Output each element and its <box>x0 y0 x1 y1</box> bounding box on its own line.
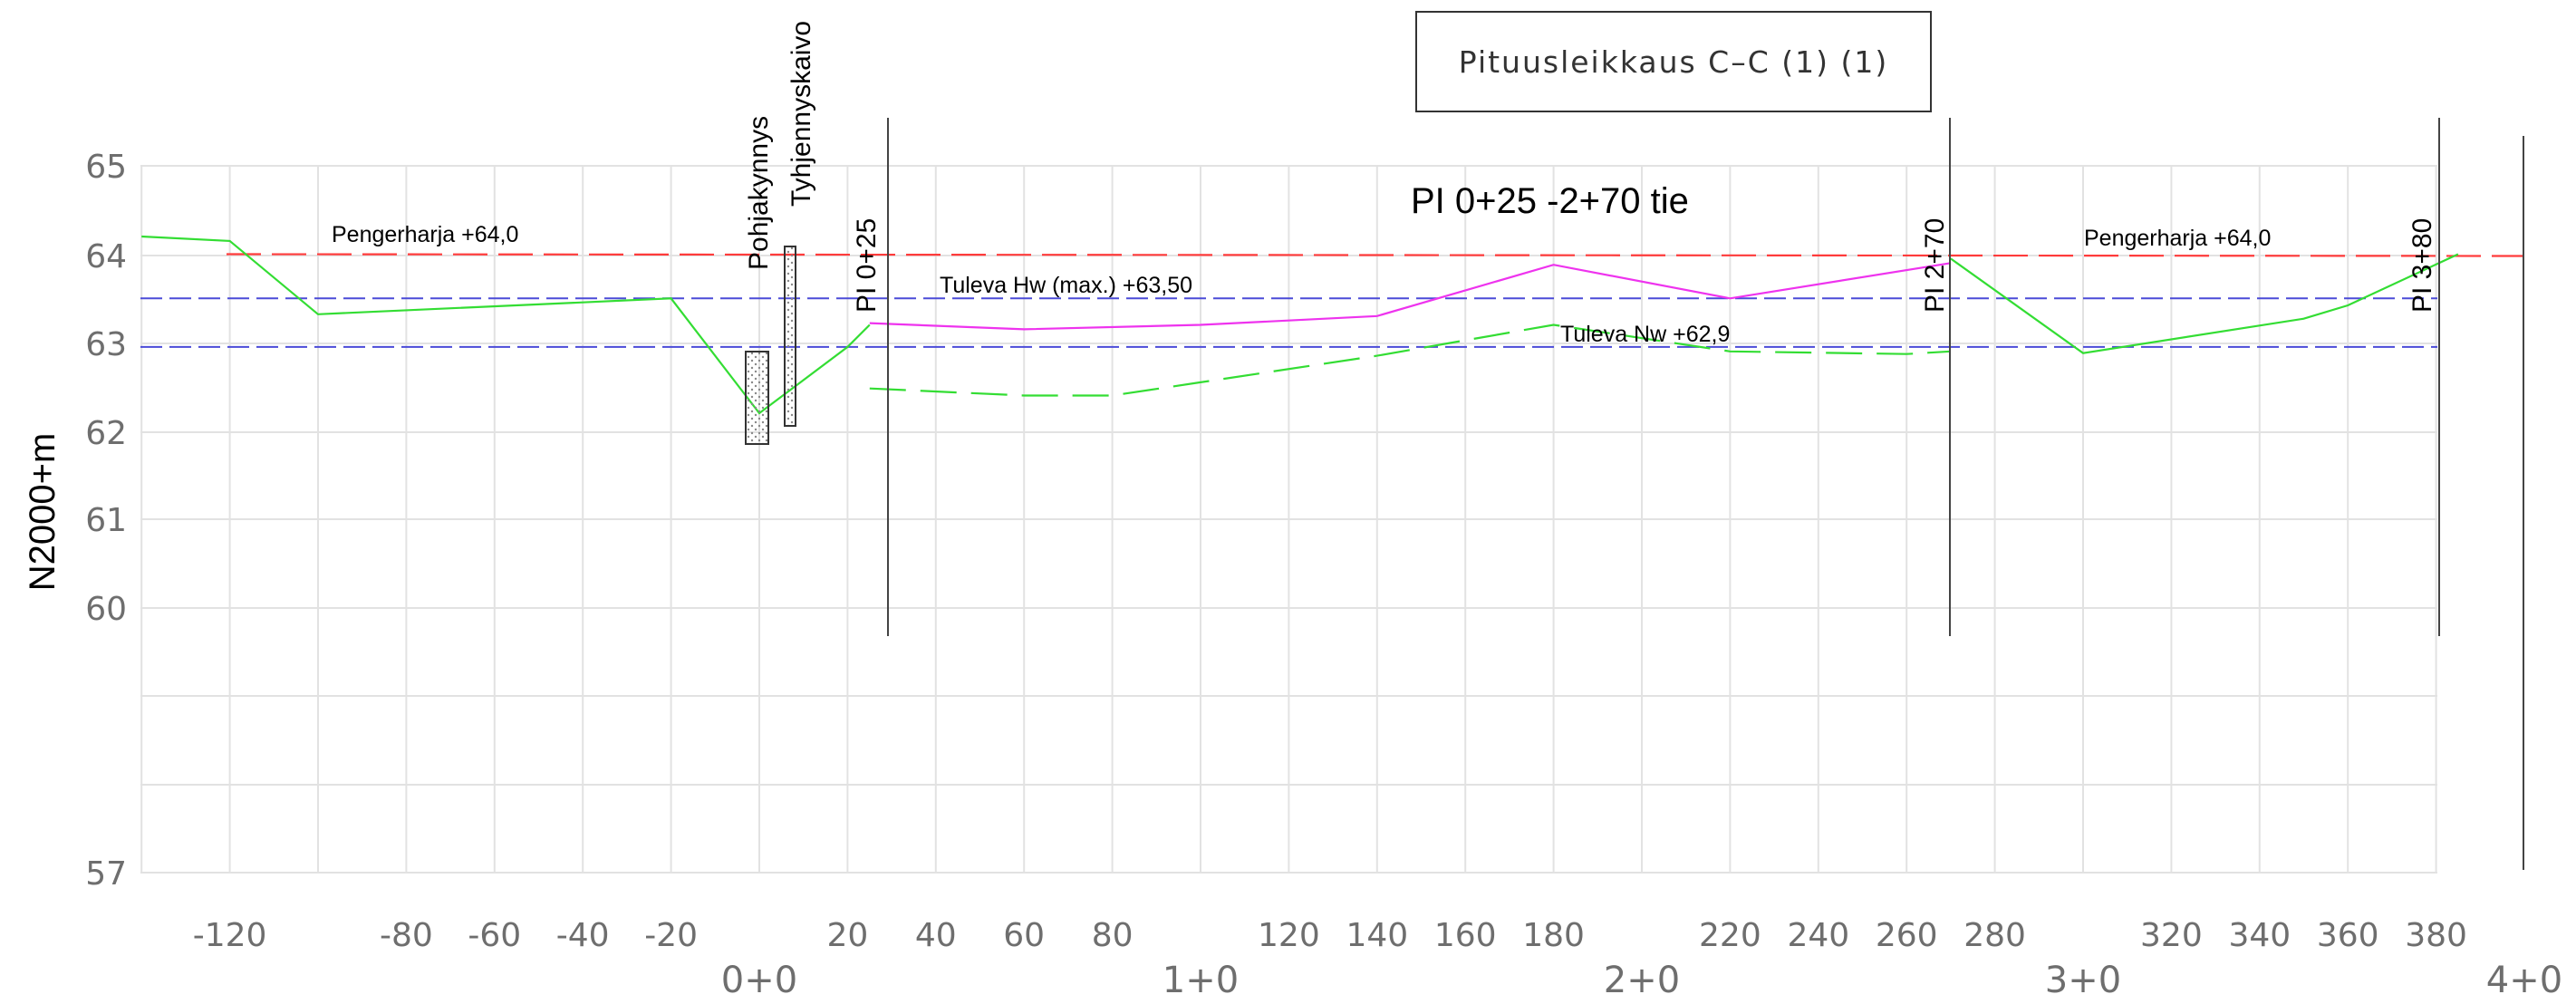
x-tick-label: 220 <box>1699 917 1761 954</box>
km-labels: 0+0 1+0 2+0 3+0 4+0 <box>721 960 2562 1001</box>
x-tick-label: 160 <box>1434 917 1497 954</box>
high-water-label: Tuleva Hw (max.) +63,50 <box>940 273 1192 298</box>
y-tick-label: 62 <box>85 415 127 452</box>
x-tick-label: -60 <box>468 917 521 954</box>
y-axis-label: N2000+m <box>23 433 63 592</box>
y-tick-label: 61 <box>85 502 127 539</box>
y-tick-labels: 65 64 63 62 61 60 57 <box>85 149 127 893</box>
low-water-label: Tuleva Nw +62,9 <box>1560 322 1730 347</box>
x-tick-label: 140 <box>1346 917 1408 954</box>
x-tick-label: 320 <box>2140 917 2203 954</box>
x-tick-label: 60 <box>1003 917 1045 954</box>
pohjakynnys-label: Pohjakynnys <box>744 116 774 270</box>
profile-series <box>141 235 2459 415</box>
x-tick-label: -120 <box>193 917 267 954</box>
section-label: PI 0+25 -2+70 tie <box>1411 181 1689 221</box>
crest-label-right: Pengerharja +64,0 <box>2084 226 2271 251</box>
km-label: 2+0 <box>1604 960 1680 1001</box>
x-tick-label: 180 <box>1522 917 1585 954</box>
tyhjennyskaivo-label: Tyhjennyskaivo <box>786 21 816 207</box>
x-tick-label: 20 <box>826 917 868 954</box>
x-tick-label: 40 <box>915 917 957 954</box>
x-tick-label: 120 <box>1258 917 1320 954</box>
station-label-pi-0-25: PI 0+25 <box>852 218 882 313</box>
station-label-pi-2-70: PI 2+70 <box>1920 218 1950 313</box>
x-tick-label: 360 <box>2317 917 2379 954</box>
series-road <box>869 262 1952 331</box>
km-label: 3+0 <box>2045 960 2121 1001</box>
x-tick-label: 280 <box>1963 917 2026 954</box>
x-tick-labels: -120 -80 -60 -40 -20 20 40 60 80 120 140 160 180 220 2… <box>193 917 2467 954</box>
x-tick-label: 380 <box>2405 917 2467 954</box>
series-ground-planned <box>869 323 1951 397</box>
tyhjennyskaivo-structure <box>784 246 796 427</box>
x-tick-label: 340 <box>2228 917 2291 954</box>
x-tick-label: -20 <box>644 917 698 954</box>
y-tick-label: 63 <box>85 326 127 363</box>
km-label: 4+0 <box>2486 960 2562 1001</box>
pohjakynnys-structure <box>745 351 769 445</box>
x-tick-label: 260 <box>1876 917 1938 954</box>
drawing-title: Pituusleikkaus C–C (1) (1) <box>1459 44 1888 80</box>
km-label: 0+0 <box>721 960 797 1001</box>
series-ground-right <box>1950 253 2459 354</box>
series-ground-left <box>141 235 871 415</box>
crest-level-line <box>226 253 2524 257</box>
title-box <box>1415 11 1932 112</box>
y-tick-label: 65 <box>85 149 127 186</box>
x-tick-label: 80 <box>1092 917 1134 954</box>
y-tick-label: 57 <box>85 855 127 893</box>
x-tick-label: -40 <box>556 917 610 954</box>
x-tick-label: 240 <box>1787 917 1849 954</box>
x-tick-label: -80 <box>380 917 433 954</box>
y-tick-label: 64 <box>85 238 127 275</box>
station-label-pi-3-80: PI 3+80 <box>2407 218 2437 313</box>
y-tick-label: 60 <box>85 591 127 628</box>
km-label: 1+0 <box>1163 960 1239 1001</box>
crest-label-left: Pengerharja +64,0 <box>332 222 518 247</box>
